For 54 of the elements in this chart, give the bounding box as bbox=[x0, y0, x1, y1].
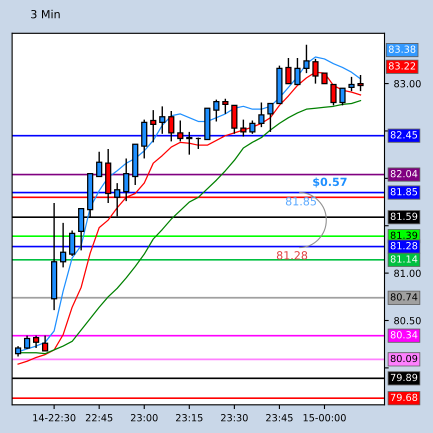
text: 83.38 bbox=[388, 46, 416, 53]
candlestick bbox=[240, 118, 246, 138]
candlestick bbox=[222, 98, 228, 115]
x-tick-label: 14-22:30 bbox=[33, 414, 76, 422]
ref-line-label: 81.39 bbox=[390, 232, 418, 239]
annotation: 81.85 bbox=[286, 197, 316, 206]
candlestick bbox=[69, 230, 76, 257]
candlestick bbox=[24, 334, 30, 350]
candlestick bbox=[168, 110, 174, 142]
candlestick bbox=[96, 151, 102, 178]
chart-title: 3 Min bbox=[31, 10, 60, 18]
candlestick bbox=[348, 76, 355, 92]
ref-line-label: 81.28 bbox=[390, 242, 418, 250]
candlestick bbox=[231, 104, 238, 134]
ref-line-label: 82.45 bbox=[390, 131, 418, 139]
annotation: 81.28 bbox=[276, 251, 308, 260]
y-tick-label: 81.00 bbox=[394, 270, 421, 277]
ref-line-label: 82.04 bbox=[390, 170, 418, 178]
ref-line-label: 80.34 bbox=[390, 331, 418, 338]
candlestick bbox=[330, 84, 337, 106]
candlestick bbox=[258, 102, 264, 128]
x-tick-label: 23:45 bbox=[266, 414, 293, 422]
x-tick-label: 23:15 bbox=[176, 414, 202, 422]
candlestick bbox=[357, 74, 364, 92]
x-tick-label: 22:45 bbox=[86, 414, 112, 422]
ref-line-label: 80.74 bbox=[390, 293, 418, 301]
candlestick bbox=[141, 118, 148, 160]
candlestick bbox=[213, 98, 220, 122]
candlestick bbox=[60, 222, 66, 268]
candlestick bbox=[195, 136, 202, 150]
ref-line-label: 81.14 bbox=[390, 255, 418, 263]
x-tick-label: 23:00 bbox=[130, 414, 158, 422]
text: 83.22 bbox=[388, 62, 416, 70]
ref-line-label: 81.59 bbox=[390, 212, 418, 220]
candlestick bbox=[159, 106, 166, 134]
candlestick bbox=[285, 57, 292, 84]
candlestick bbox=[267, 102, 274, 133]
ref-line-label: 80.09 bbox=[390, 354, 418, 362]
y-tick-label: 80.50 bbox=[394, 316, 421, 324]
candlestick bbox=[123, 158, 130, 202]
candlestick bbox=[177, 120, 184, 142]
ref-line-label: 79.68 bbox=[390, 394, 418, 402]
candlestick bbox=[32, 334, 40, 349]
x-tick-label: 15-00:00 bbox=[304, 414, 346, 422]
ref-line-label: 81.85 bbox=[390, 188, 418, 196]
y-tick-label: 83.00 bbox=[394, 80, 421, 88]
candlestick bbox=[249, 120, 256, 134]
candlestick bbox=[186, 131, 192, 156]
ref-line-label: 79.89 bbox=[390, 374, 418, 382]
candlestick bbox=[42, 334, 48, 352]
candlestick bbox=[150, 109, 156, 144]
x-tick-label: 23:30 bbox=[221, 414, 248, 422]
candlestick bbox=[339, 88, 346, 106]
annotation: $0.57 bbox=[313, 177, 347, 188]
